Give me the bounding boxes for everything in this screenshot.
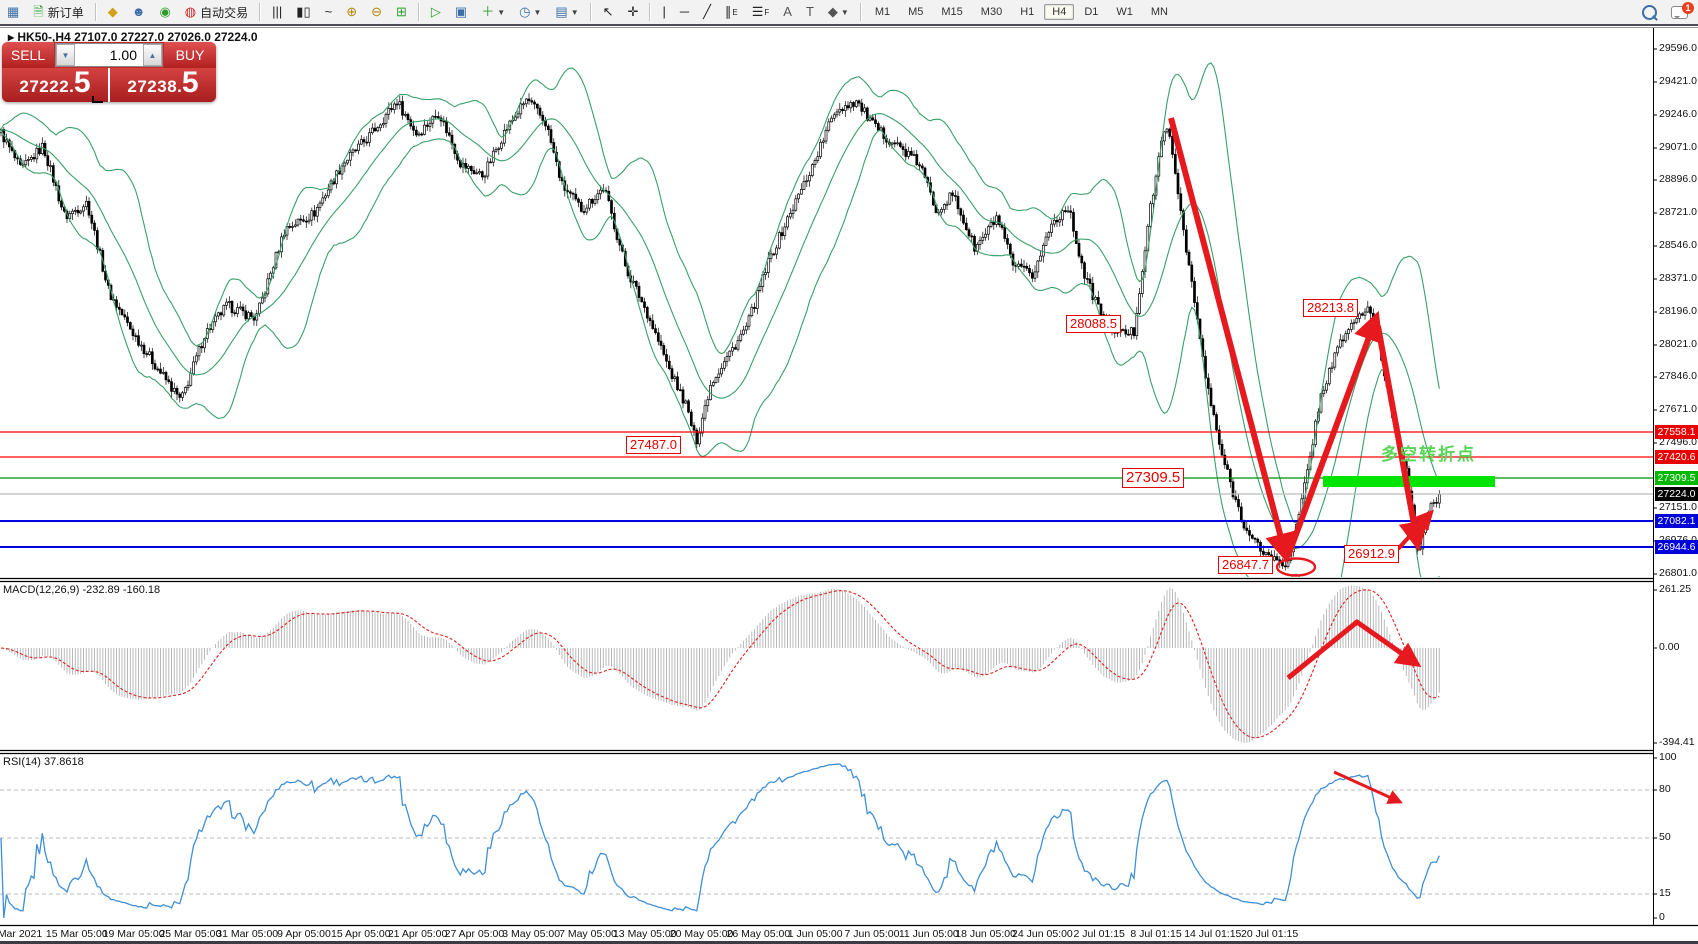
indicators-icon: ▷	[430, 4, 441, 19]
toolbar-separator	[259, 3, 262, 21]
new-order-button[interactable]: 🗎 新订单	[27, 1, 89, 23]
fibonacci-icon[interactable]: ☰ F	[746, 1, 776, 23]
search-icon[interactable]	[1642, 4, 1657, 20]
community-icon[interactable]: ☻	[126, 1, 152, 23]
one-click-trade-panel: SELL ▼ 1.00 ▲ BUY 27222. 5 27238. 5	[2, 42, 216, 102]
sell-price-frac: 5	[73, 66, 91, 99]
period-clock-icon: ◷	[519, 4, 531, 19]
buy-price-frac: 5	[181, 66, 199, 99]
notification-badge: 1	[1682, 1, 1694, 14]
volume-input[interactable]: 1.00	[109, 47, 137, 63]
chart-window-icon: ▦	[7, 4, 20, 19]
indicators-icon[interactable]: ▷	[425, 1, 447, 23]
market-icon: ◆	[107, 4, 118, 19]
main-toolbar: ▦ 🗎 新订单 ◆ ☻ ◉ ◍ 自动交易 ||| ▮▯ ~ ⊕ ⊖ ⊞ ▷ ▣ ＋ ▼ ◷ ▼ ▤ ▼ ↖ ✛ | ─ ╱ ∥ E ☰ F A…	[0, 0, 1698, 26]
candlestick-chart-icon[interactable]: ▮▯	[290, 1, 316, 23]
toolbar-separator	[94, 3, 97, 21]
buy-price[interactable]: 27238. 5	[110, 68, 216, 102]
text-icon[interactable]: A	[777, 1, 798, 23]
period-clock-icon[interactable]: ◷ ▼	[513, 1, 547, 23]
trendline-icon[interactable]: ╱	[697, 1, 717, 23]
timeframe-m1-button[interactable]: M1	[874, 6, 891, 18]
sell-button[interactable]: SELL	[2, 42, 54, 68]
arrows-tool-icon[interactable]: ◆ ▼	[822, 1, 855, 23]
text-label-icon[interactable]: T	[800, 1, 820, 23]
timeframe-w1-button[interactable]: W1	[1116, 6, 1133, 18]
channel-icon: ∥	[724, 4, 732, 19]
indicator-window-icon: ▣	[454, 4, 468, 19]
sell-price-main: 27222	[19, 77, 70, 96]
timeframe-m15-button[interactable]: M15	[941, 6, 963, 18]
auto-trading-button: ◍	[184, 4, 197, 19]
timeframe-h1-button[interactable]: H1	[1020, 6, 1035, 18]
trendline-icon: ╱	[703, 4, 711, 19]
arrows-tool-icon: ◆	[827, 4, 838, 19]
volume-decrease-button[interactable]: ▼	[56, 44, 75, 66]
timeframe-mn-button[interactable]: MN	[1150, 6, 1168, 18]
horizontal-line-icon: ─	[679, 4, 690, 19]
toolbar-separator	[417, 3, 420, 21]
zoom-in-icon[interactable]: ⊕	[340, 1, 363, 23]
new-order-button: 🗎	[33, 4, 44, 19]
template-icon: ▤	[555, 4, 568, 19]
text-label-icon: T	[805, 4, 814, 19]
chat-icon[interactable]: 1	[1671, 1, 1694, 19]
vertical-line-icon[interactable]: |	[656, 1, 671, 23]
signal-icon[interactable]: ◉	[153, 1, 176, 23]
cursor-icon: ↖	[602, 4, 614, 19]
auto-trading-button[interactable]: ◍ 自动交易	[179, 1, 254, 23]
new-order-button-label: 新订单	[47, 5, 84, 20]
volume-increase-button[interactable]: ▲	[143, 44, 162, 66]
channel-icon-sub: E	[732, 7, 738, 17]
buy-price-main: 27238	[127, 77, 178, 96]
cursor-icon[interactable]: ↖	[597, 1, 620, 23]
line-chart-icon[interactable]: ~	[319, 1, 339, 23]
buy-price-dot: .	[177, 77, 182, 96]
crosshair-icon[interactable]: ✛	[622, 1, 645, 23]
template-icon[interactable]: ▤ ▼	[549, 1, 584, 23]
bar-chart-icon[interactable]: |||	[266, 1, 288, 23]
crosshair-icon: ✛	[627, 4, 639, 19]
fibonacci-icon: ☰	[751, 4, 764, 19]
candlestick-chart-icon: ▮▯	[296, 4, 311, 19]
signal-icon: ◉	[159, 4, 171, 19]
community-icon: ☻	[131, 4, 146, 19]
line-chart-icon: ~	[324, 4, 333, 19]
bar-chart-icon: |||	[272, 4, 283, 19]
toolbar-separator	[649, 3, 652, 21]
arrows-tool-icon-dropdown[interactable]: ▼	[840, 7, 849, 17]
spread-marker	[92, 96, 103, 103]
text-icon: A	[783, 4, 792, 19]
fibonacci-icon-sub: F	[764, 7, 770, 17]
indicator-window-icon[interactable]: ▣	[449, 1, 473, 23]
new-chart-icon[interactable]: ＋ ▼	[475, 1, 511, 23]
tile-windows-icon[interactable]: ⊞	[390, 1, 413, 23]
buy-button[interactable]: BUY	[164, 42, 216, 68]
timeframe-d1-button[interactable]: D1	[1084, 6, 1099, 18]
sell-price-dot: .	[69, 77, 74, 96]
channel-icon[interactable]: ∥ E	[719, 1, 744, 23]
new-chart-icon-dropdown[interactable]: ▼	[497, 7, 506, 17]
tile-windows-icon: ⊞	[396, 4, 407, 19]
zoom-out-icon[interactable]: ⊖	[365, 1, 388, 23]
volume-widget: ▼ 1.00 ▲	[55, 43, 163, 67]
vertical-line-icon: |	[662, 4, 666, 19]
auto-trading-button-label: 自动交易	[200, 5, 249, 20]
toolbar-right: 1	[1642, 1, 1698, 20]
new-chart-icon: ＋	[481, 4, 495, 19]
zoom-out-icon: ⊖	[371, 4, 383, 19]
market-icon[interactable]: ◆	[102, 1, 124, 23]
zoom-in-icon: ⊕	[346, 4, 358, 19]
timeframe-m5-button[interactable]: M5	[908, 6, 924, 18]
period-clock-icon-dropdown[interactable]: ▼	[533, 7, 542, 17]
horizontal-line-icon[interactable]: ─	[674, 1, 695, 23]
toolbar-separator	[589, 3, 592, 21]
template-icon-dropdown[interactable]: ▼	[570, 7, 579, 17]
timeframe-m30-button[interactable]: M30	[980, 6, 1003, 18]
timeframe-h4-button[interactable]: H4	[1044, 4, 1075, 20]
chart-window-icon[interactable]: ▦	[1, 1, 25, 23]
